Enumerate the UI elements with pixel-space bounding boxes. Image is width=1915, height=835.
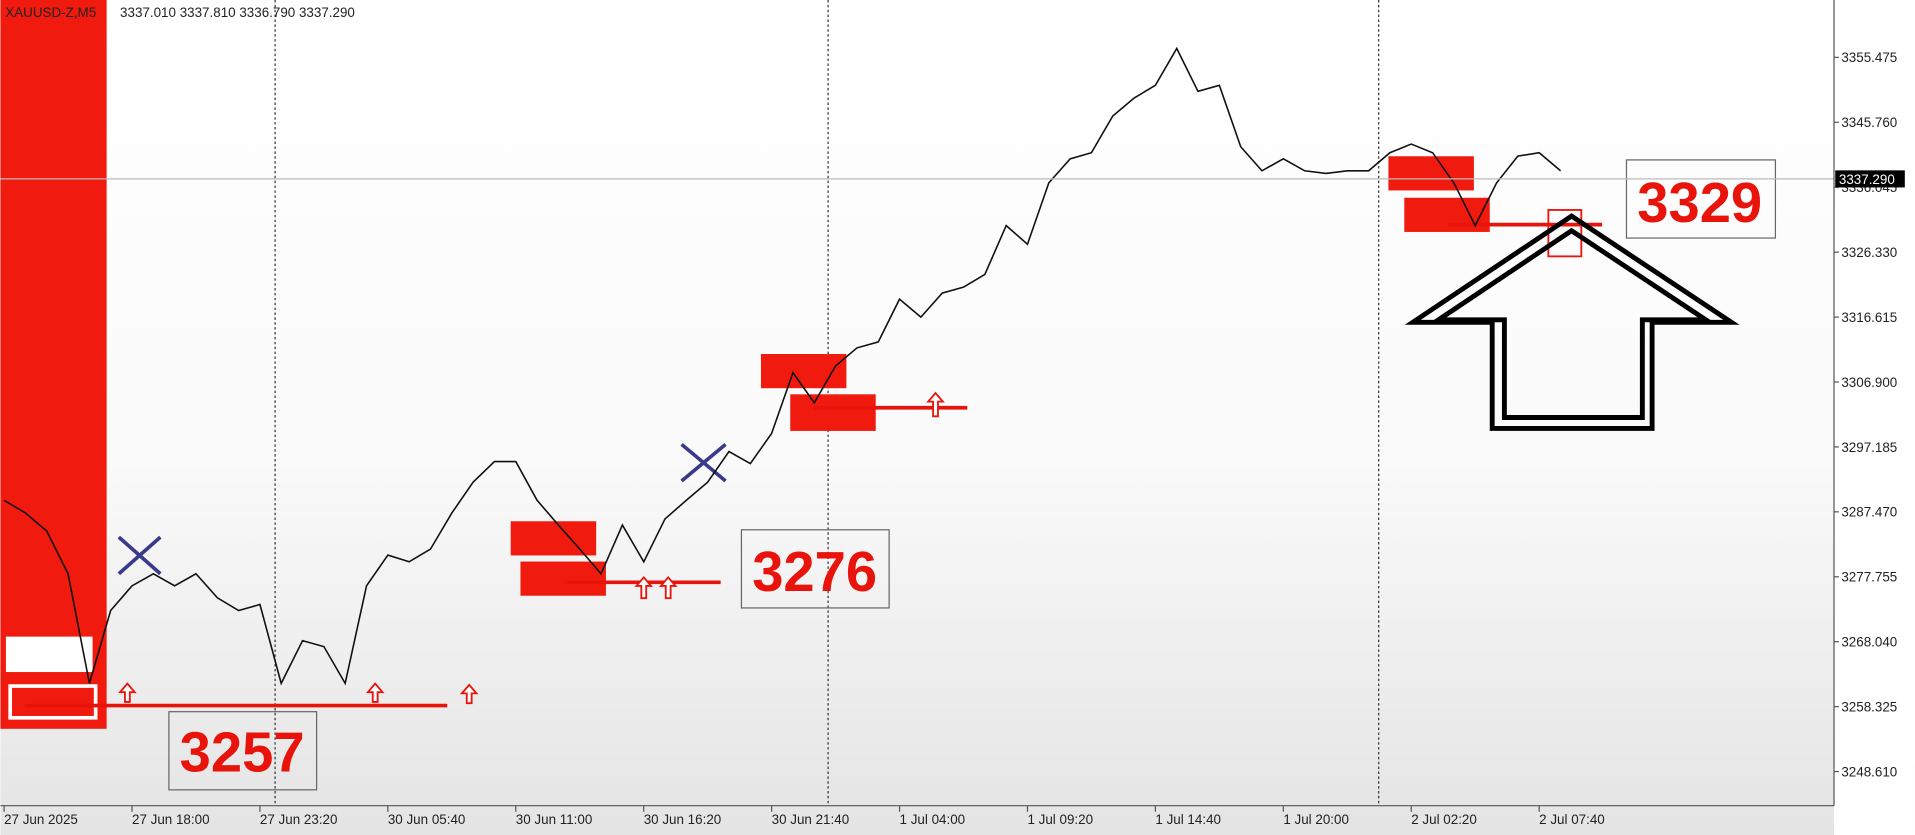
y-tick-label: 3345.760 xyxy=(1841,115,1897,130)
x-tick-label: 1 Jul 09:20 xyxy=(1027,812,1093,827)
symbol: XAUUSD-Z,M5 xyxy=(5,5,96,20)
zone-box xyxy=(5,636,93,673)
x-tick-label: 27 Jun 23:20 xyxy=(260,812,338,827)
x-tick-label: 30 Jun 16:20 xyxy=(644,812,722,827)
up-icon xyxy=(634,576,654,600)
y-tick-label: 3355.475 xyxy=(1841,50,1897,65)
label-box xyxy=(740,529,890,609)
arrow-outline xyxy=(1404,213,1740,431)
x-tick-label: 27 Jun 18:00 xyxy=(132,812,210,827)
up-icon xyxy=(118,682,137,703)
x-tick-label: 2 Jul 07:40 xyxy=(1539,812,1605,827)
up-icon xyxy=(658,576,678,600)
price-axis xyxy=(1834,0,1915,835)
x-tick-label: 27 Jun 2025 xyxy=(4,812,78,827)
y-tick-label: 3287.470 xyxy=(1841,505,1897,520)
x-tick-label: 1 Jul 14:40 xyxy=(1155,812,1221,827)
up-icon xyxy=(365,682,385,703)
cross-mark xyxy=(680,442,727,483)
last-price-label: 3337.290 xyxy=(1839,172,1895,187)
y-tick-label: 3306.900 xyxy=(1841,375,1897,390)
y-tick-label: 3268.040 xyxy=(1841,635,1897,650)
x-tick-label: 1 Jul 20:00 xyxy=(1283,812,1349,827)
zone xyxy=(510,521,597,556)
label-box xyxy=(168,711,318,791)
zone xyxy=(1388,156,1474,191)
x-tick-label: 30 Jun 21:40 xyxy=(772,812,850,827)
zone-box xyxy=(8,684,98,720)
y-tick-label: 3326.330 xyxy=(1841,245,1897,260)
y-tick-label: 3277.755 xyxy=(1841,570,1897,585)
up-icon xyxy=(459,683,479,705)
x-tick-label: 30 Jun 11:00 xyxy=(516,812,593,827)
red-zone xyxy=(0,0,107,729)
up-icon xyxy=(926,391,945,418)
y-tick-label: 3258.325 xyxy=(1841,700,1897,715)
zone xyxy=(1404,197,1490,232)
x-tick-label: 30 Jun 05:40 xyxy=(388,812,466,827)
last-price-tag xyxy=(1835,170,1905,188)
price-line xyxy=(3,46,1562,686)
annotation: 3329 xyxy=(1637,171,1762,234)
zone xyxy=(520,561,606,596)
zone xyxy=(790,394,876,431)
annotation: 3276 xyxy=(752,540,877,603)
cross-mark xyxy=(117,535,162,576)
label-box xyxy=(1625,159,1777,239)
ohlc: 3337.010 3337.810 3336.790 3337.290 xyxy=(120,5,355,20)
x-tick-label: 2 Jul 02:20 xyxy=(1411,812,1477,827)
x-tick-label: 1 Jul 04:00 xyxy=(900,812,966,827)
arrow-outline xyxy=(1430,227,1714,420)
y-tick-label: 3248.610 xyxy=(1841,764,1897,779)
annotation: 3257 xyxy=(180,721,305,784)
zone xyxy=(760,354,847,389)
y-tick-label: 3297.185 xyxy=(1841,440,1897,455)
y-tick-label: 3316.615 xyxy=(1841,310,1897,325)
